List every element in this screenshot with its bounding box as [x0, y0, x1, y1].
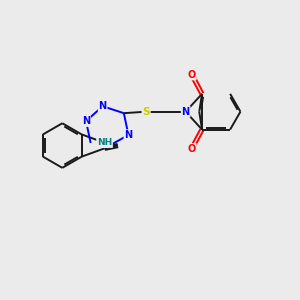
Text: O: O	[188, 70, 196, 80]
Text: N: N	[124, 130, 133, 140]
Text: N: N	[182, 107, 190, 117]
Text: H: H	[101, 138, 108, 147]
Text: NH: NH	[97, 138, 112, 147]
Text: N: N	[99, 101, 107, 111]
Text: O: O	[188, 144, 196, 154]
Text: N: N	[82, 116, 90, 126]
Text: S: S	[142, 107, 150, 117]
